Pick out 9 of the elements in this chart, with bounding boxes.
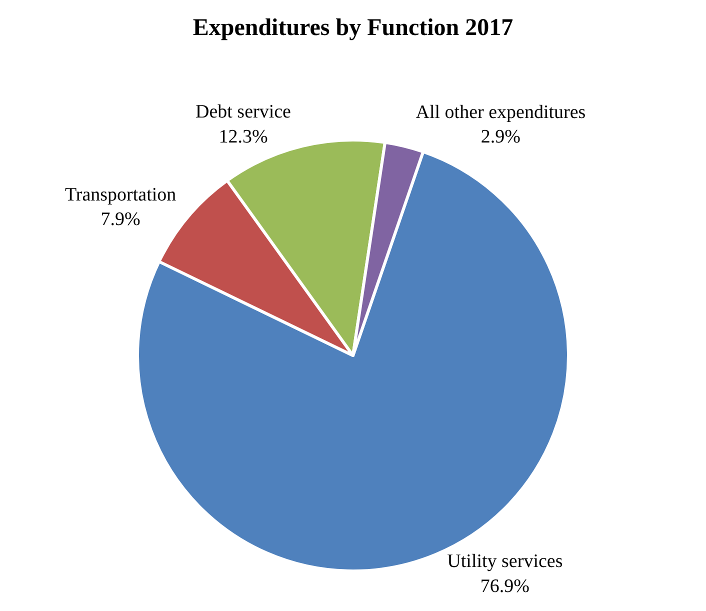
slice-label: Transportation bbox=[64, 184, 177, 206]
data-label: 2.9% bbox=[480, 126, 521, 148]
slice-label: Debt service bbox=[195, 102, 291, 123]
chart-title: Expenditures by Function 2017 bbox=[192, 15, 514, 42]
data-label: 76.9% bbox=[480, 576, 530, 597]
data-label: 12.3% bbox=[218, 126, 268, 148]
slice-label: Utility services bbox=[447, 551, 563, 572]
data-label: 7.9% bbox=[100, 209, 141, 230]
slice-label: All other expenditures bbox=[416, 102, 586, 123]
